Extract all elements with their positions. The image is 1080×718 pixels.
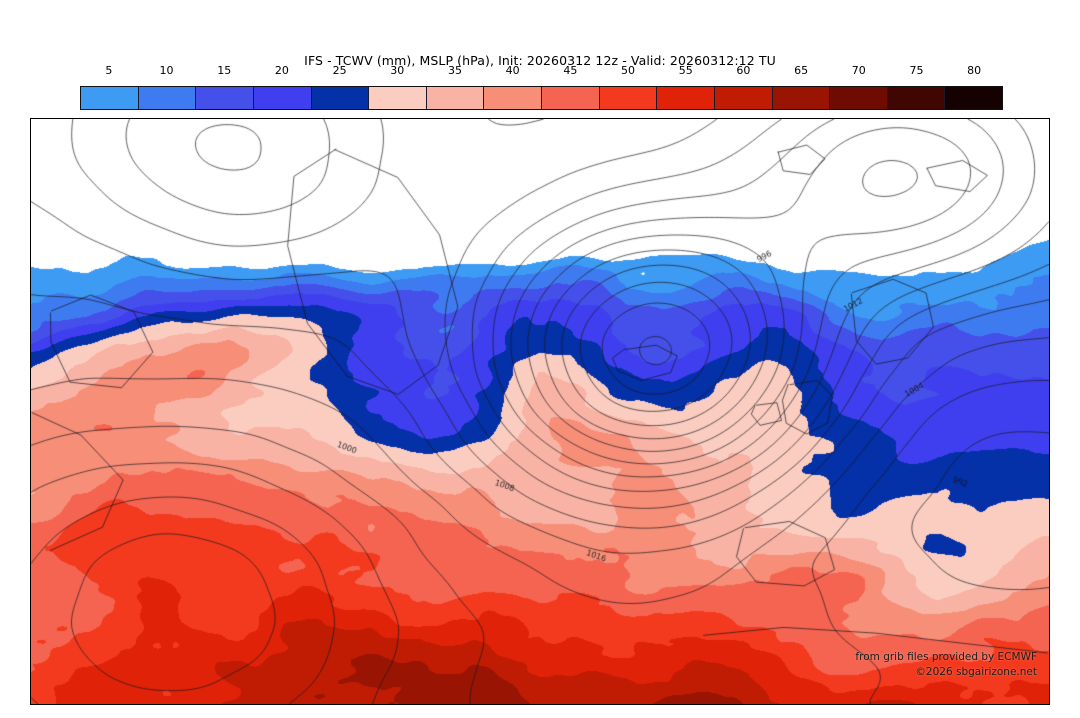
colorbar-tick-label: 25 <box>332 64 347 77</box>
colorbar-legend: 5 10 15 20 25 30 35 40 45 50 55 60 65 70 75 80 <box>80 64 1003 110</box>
colorbar-swatch <box>369 87 427 109</box>
map-raster <box>31 119 1049 704</box>
page-title: IFS - TCWV (mm), MSLP (hPa), Init: 20260… <box>304 53 776 68</box>
colorbar-tick-label: 10 <box>159 64 174 77</box>
colorbar-swatch <box>138 87 197 109</box>
colorbar-tick-label: 70 <box>851 64 866 77</box>
colorbar-swatch <box>887 87 946 109</box>
colorbar-tick-label: 35 <box>447 64 462 77</box>
colorbar-swatch <box>830 87 888 109</box>
colorbar-swatch <box>311 87 370 109</box>
colorbar-swatch <box>253 87 312 109</box>
colorbar-swatch <box>714 87 773 109</box>
colorbar-swatch <box>772 87 831 109</box>
colorbar-tick-label: 55 <box>678 64 693 77</box>
colorbar-swatches <box>80 86 1003 110</box>
weather-map-panel[interactable]: from grib files provided by ECMWF ©2026 … <box>30 118 1050 705</box>
colorbar-tick-label: 60 <box>736 64 751 77</box>
colorbar-tick-label: 50 <box>621 64 636 77</box>
colorbar-tick-labels: 5 10 15 20 25 30 35 40 45 50 55 60 65 70 75 80 <box>80 64 1003 80</box>
colorbar-swatch <box>599 87 658 109</box>
colorbar-tick-label: 80 <box>967 64 982 77</box>
colorbar-tick-label: 20 <box>274 64 289 77</box>
colorbar-tick-label: 75 <box>909 64 924 77</box>
colorbar-tick-label: 40 <box>505 64 520 77</box>
colorbar-tick-label: 15 <box>217 64 232 77</box>
colorbar-swatch <box>81 87 139 109</box>
colorbar-tick-label: 30 <box>390 64 405 77</box>
colorbar-tick-label: 45 <box>563 64 578 77</box>
colorbar-swatch <box>196 87 254 109</box>
colorbar-swatch <box>657 87 715 109</box>
colorbar-tick-label: 65 <box>794 64 809 77</box>
colorbar-swatch <box>484 87 542 109</box>
colorbar-swatch <box>426 87 485 109</box>
colorbar-swatch <box>542 87 600 109</box>
colorbar-swatch <box>945 87 1002 109</box>
colorbar-tick-label: 5 <box>105 64 113 77</box>
